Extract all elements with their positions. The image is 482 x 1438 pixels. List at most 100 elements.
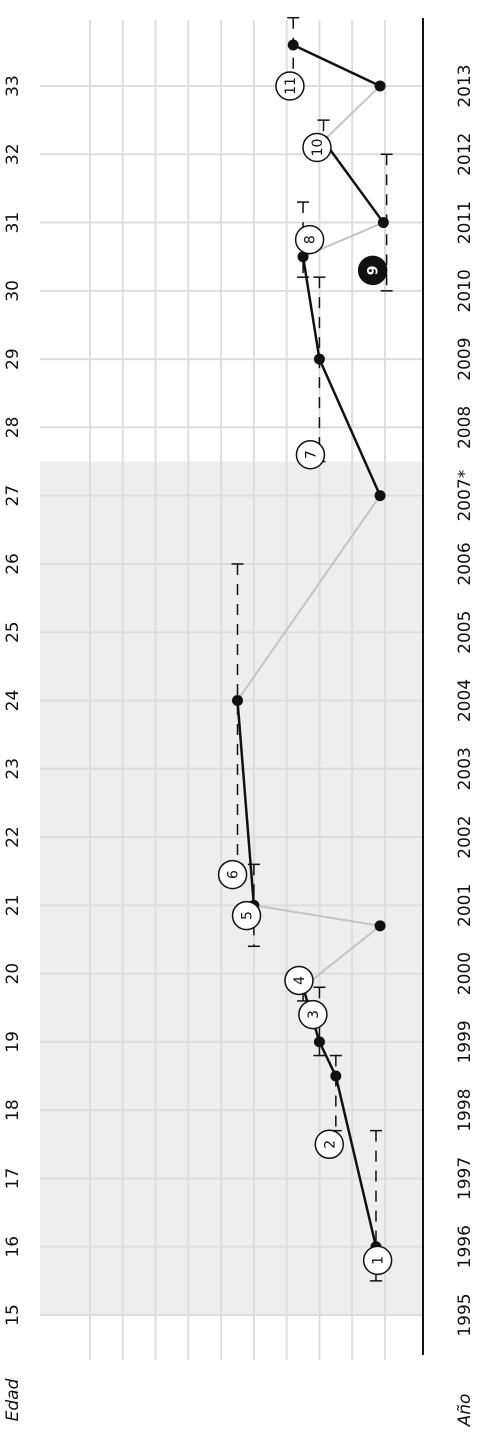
marker-circle — [302, 132, 332, 163]
marker-label: 11 — [283, 77, 299, 95]
marker-circle — [357, 255, 388, 286]
year-tick-label: 2002 — [455, 815, 475, 858]
age-tick-label: 26 — [3, 553, 23, 575]
age-tick-label: 33 — [3, 75, 23, 97]
marker-circle — [314, 1129, 345, 1160]
age-tick-label: 24 — [3, 690, 23, 712]
marker-2: 2 — [314, 1129, 345, 1160]
marker-label: 3 — [306, 1010, 322, 1019]
year-tick-label: 2000 — [455, 952, 475, 995]
year-tick-label: 1996 — [455, 1225, 475, 1268]
series-segment — [318, 1040, 338, 1078]
age-tick-labels: 15 16 17 18 19 20 21 22 23 24 25 26 27 28 29 30 31 32 33 — [3, 75, 23, 1326]
marker-11: 11 — [275, 71, 305, 101]
numbered-markers: 1 2 3 4 5 6 7 8 9 10 11 — [217, 71, 393, 1276]
age-tick-label: 22 — [3, 826, 23, 848]
series-lines — [236, 43, 385, 1248]
marker-circle — [298, 999, 328, 1030]
marker-circle — [231, 900, 262, 931]
data-point — [374, 490, 386, 502]
series-segment — [322, 139, 385, 224]
age-tick-label: 27 — [3, 485, 23, 507]
marker-circle — [362, 1245, 393, 1276]
marker-5: 5 — [231, 900, 262, 931]
age-tick-label: 19 — [3, 1031, 23, 1053]
series-segment — [302, 924, 382, 989]
age-axis-title: Edad — [3, 1378, 23, 1421]
year-tick-label: 2009 — [455, 337, 475, 380]
year-axis-title: Año — [455, 1394, 475, 1428]
series-segment — [318, 357, 382, 497]
marker-6: 6 — [217, 859, 248, 890]
year-tick-label: 1998 — [455, 1089, 475, 1132]
year-tick-label: 2006 — [455, 542, 475, 585]
series-segment — [236, 699, 256, 907]
year-tick-label: 2008 — [455, 406, 475, 449]
marker-8: 8 — [294, 224, 325, 255]
marker-circle — [294, 224, 325, 255]
series-segment — [301, 255, 321, 361]
age-tick-label: 15 — [3, 1304, 23, 1326]
year-tick-label: 2001 — [455, 884, 475, 927]
year-tick-label: 2012 — [455, 133, 475, 176]
series-segment — [291, 43, 382, 88]
marker-label: 6 — [226, 870, 242, 879]
marker-circle — [295, 439, 326, 470]
age-tick-label: 30 — [3, 280, 23, 302]
marker-label: 8 — [303, 235, 319, 244]
age-tick-label: 31 — [3, 212, 23, 234]
marker-circle — [284, 965, 314, 996]
year-tick-label: 1997 — [455, 1157, 475, 1200]
year-tick-label: 2011 — [455, 201, 475, 244]
marker-label: 9 — [366, 265, 382, 275]
age-tick-label: 32 — [3, 143, 23, 165]
age-tick-label: 21 — [3, 895, 23, 917]
year-tick-label: 1999 — [455, 1020, 475, 1063]
data-point — [374, 80, 386, 92]
age-tick-label: 17 — [3, 1168, 23, 1190]
age-tick-label: 23 — [3, 758, 23, 780]
series-segment — [334, 1074, 378, 1248]
marker-10: 10 — [302, 132, 332, 163]
series-segment — [322, 85, 382, 142]
marker-label: 10 — [310, 139, 326, 157]
age-tick-label: 20 — [3, 963, 23, 985]
marker-label: 2 — [322, 1140, 338, 1149]
marker-label: 1 — [371, 1256, 387, 1265]
year-tick-label: 1995 — [455, 1293, 475, 1336]
marker-7: 7 — [295, 439, 326, 470]
data-point — [287, 39, 299, 51]
marker-4: 4 — [284, 965, 314, 996]
data-point — [297, 251, 309, 263]
age-tick-label: 28 — [3, 417, 23, 439]
data-point — [313, 353, 325, 365]
marker-label: 5 — [240, 911, 256, 920]
marker-label: 7 — [303, 450, 319, 459]
year-tick-label: 2005 — [455, 611, 475, 654]
data-point — [313, 1036, 325, 1048]
age-tick-label: 16 — [3, 1236, 23, 1258]
year-tick-label: 2003 — [455, 747, 475, 790]
age-tick-label: 25 — [3, 621, 23, 643]
marker-circle — [217, 859, 248, 890]
series-segment — [252, 904, 382, 927]
year-tick-label: 2004 — [455, 679, 475, 722]
grid-lines — [40, 20, 423, 1360]
series-segment — [236, 494, 382, 702]
year-tick-label: 2007* — [455, 470, 475, 522]
data-point — [232, 695, 243, 706]
year-tick-label: 2013 — [455, 64, 475, 107]
age-tick-label: 18 — [3, 1099, 23, 1121]
year-tick-labels: 1995 1996 1997 1998 1999 2000 2001 2002 2003 2004… — [455, 64, 475, 1336]
marker-9: 9 — [357, 255, 388, 286]
marker-circle — [275, 71, 305, 101]
marker-label: 4 — [292, 976, 308, 985]
marker-3: 3 — [298, 999, 328, 1030]
data-point — [377, 217, 389, 229]
year-tick-label: 2010 — [455, 269, 475, 312]
data-point — [374, 920, 386, 932]
age-tick-label: 29 — [3, 348, 23, 370]
data-point — [330, 1070, 342, 1082]
marker-1: 1 — [362, 1245, 393, 1276]
